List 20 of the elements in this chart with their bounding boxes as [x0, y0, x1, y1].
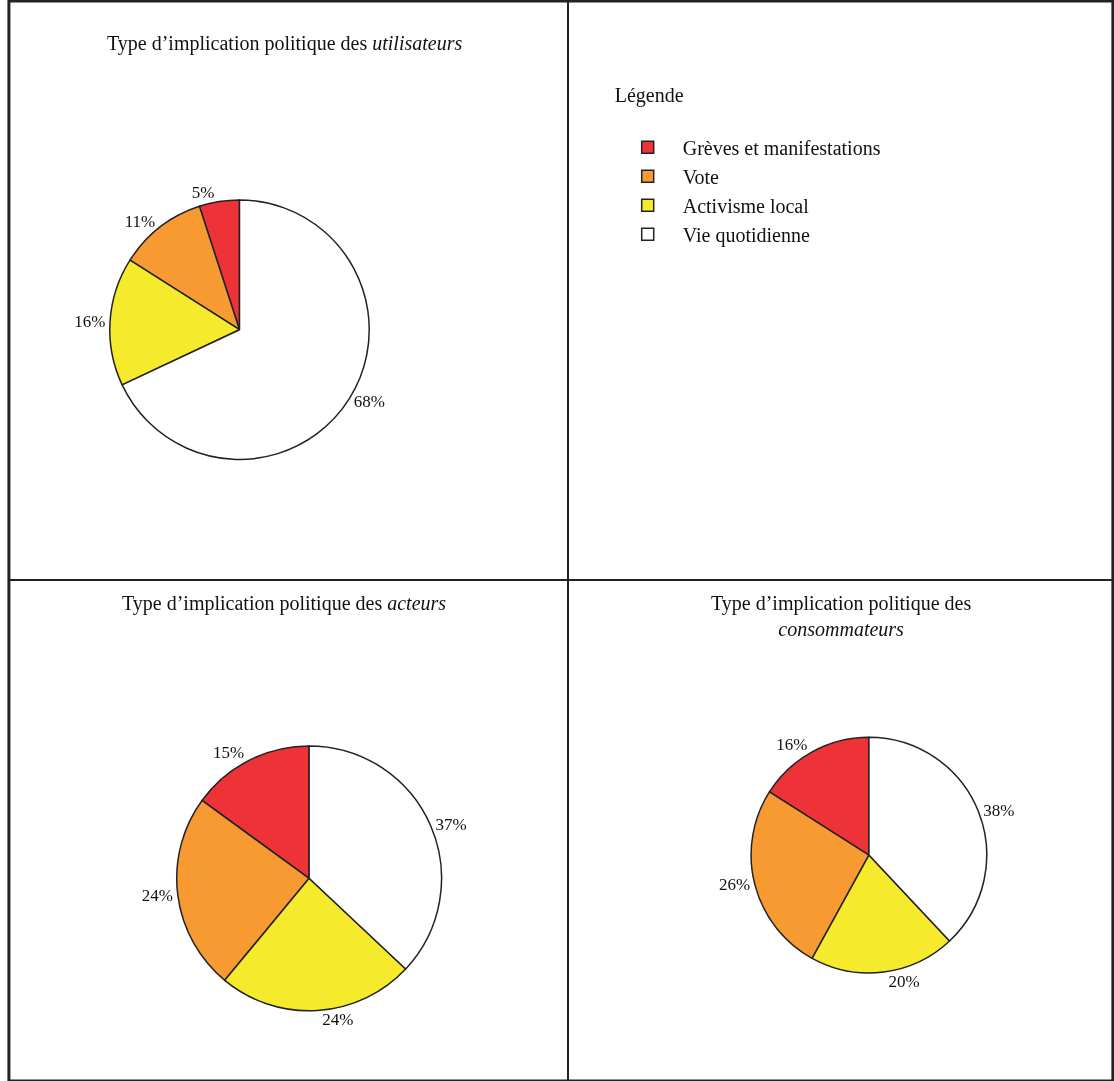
data-label: 38% [983, 800, 1015, 820]
data-label: 5% [191, 182, 215, 202]
legend-label: Vote [682, 165, 720, 188]
data-label: 15% [213, 743, 245, 763]
data-label: 26% [718, 875, 751, 895]
legend-title: Légende [614, 83, 684, 107]
chart-title: Type d’implication politique des acteurs [122, 592, 447, 615]
data-label: 20% [888, 971, 920, 991]
data-label: 68% [353, 392, 385, 412]
chart-title: Type d’implication politique des utilisateurs [107, 32, 463, 55]
data-label: 11% [124, 211, 156, 231]
data-label: 24% [322, 1010, 354, 1030]
legend-label: Grèves et manifestations [682, 136, 881, 159]
data-label: 24% [141, 885, 174, 905]
data-label: 16% [776, 735, 808, 755]
data-label: 37% [435, 814, 467, 834]
data-label: 16% [74, 312, 106, 332]
legend-label: Vie quotidienne [682, 223, 810, 247]
chart-title: Type d’implication politique des consommateurs [711, 592, 972, 640]
legend-label: Activisme local [682, 194, 810, 217]
